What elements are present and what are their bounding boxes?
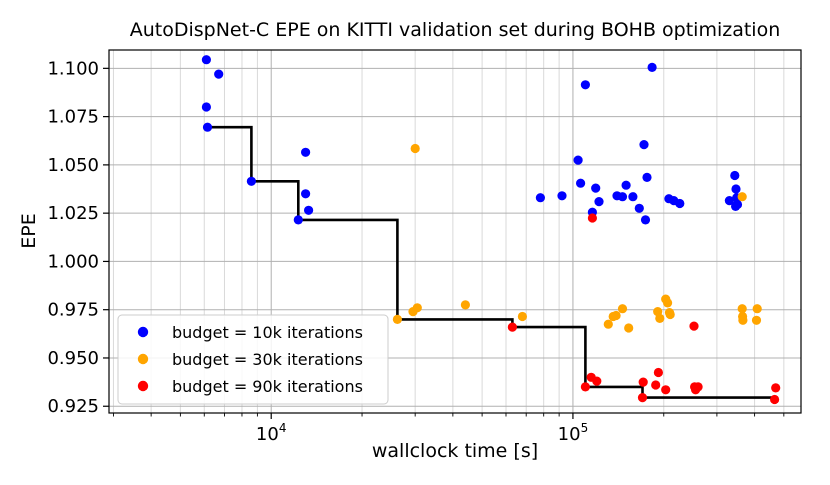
data-point [304, 205, 314, 215]
data-point [573, 155, 583, 165]
data-point [737, 192, 747, 202]
data-point [535, 193, 546, 203]
data-point [737, 304, 747, 314]
data-point [202, 122, 213, 132]
data-point [675, 198, 685, 209]
data-point [611, 310, 621, 321]
y-tick-label: 0.925 [47, 396, 99, 417]
data-point [770, 394, 780, 405]
legend-label: budget = 90k iterations [172, 377, 363, 396]
legend-marker [137, 326, 149, 338]
plot-frame [108, 49, 802, 414]
data-point [301, 147, 311, 157]
data-point [640, 215, 651, 225]
grid [109, 50, 801, 413]
legend-label: budget = 10k iterations [172, 323, 363, 342]
x-tick-exponent: 4 [279, 421, 287, 435]
data-point [214, 69, 224, 79]
y-tick-label: 0.950 [47, 348, 99, 369]
x-axis: 104 105 [112, 413, 785, 445]
data-point [517, 311, 528, 322]
x-tick-label: 104 [256, 421, 287, 445]
data-point [617, 192, 628, 202]
data-point [576, 178, 586, 188]
x-tick-exponent: 5 [581, 421, 589, 435]
data-point [557, 191, 567, 201]
data-point [637, 393, 648, 403]
chart-title: AutoDispNet-C EPE on KITTI validation se… [130, 19, 781, 41]
data-point [624, 323, 634, 333]
y-tick-label: 1.100 [47, 58, 99, 79]
data-point [507, 322, 517, 332]
data-point [647, 62, 657, 72]
data-point [638, 377, 648, 387]
data-point [738, 315, 748, 325]
y-tick-label: 1.050 [47, 155, 99, 176]
data-point [639, 140, 649, 150]
x-tick-base: 10 [558, 424, 581, 445]
data-point [301, 189, 311, 199]
data-point [392, 314, 402, 324]
data-point [617, 304, 628, 314]
data-point [724, 196, 735, 206]
data-point [587, 213, 598, 223]
data-point [642, 172, 652, 182]
legend-marker [137, 353, 149, 365]
data-point [410, 143, 420, 154]
data-point [594, 197, 604, 207]
data-point [621, 180, 631, 190]
data-point [603, 319, 613, 329]
scatter-points [201, 55, 781, 405]
data-point [752, 304, 762, 314]
data-point [201, 55, 211, 65]
data-point [412, 303, 422, 313]
data-point [460, 300, 470, 310]
y-tick-label: 1.025 [47, 203, 99, 224]
x-tick-base: 10 [256, 424, 279, 445]
data-point [731, 201, 741, 211]
data-point [591, 183, 601, 193]
data-point [771, 383, 781, 393]
data-point [580, 80, 591, 90]
data-point [653, 367, 664, 378]
data-point [661, 385, 671, 395]
legend-marker [137, 380, 149, 392]
y-tick-label: 0.975 [47, 300, 99, 321]
data-point [293, 215, 303, 225]
y-tick-label: 1.075 [47, 107, 99, 128]
data-point [751, 315, 762, 325]
data-point [689, 321, 699, 331]
x-axis-label: wallclock time [s] [372, 440, 538, 462]
data-point [628, 192, 638, 202]
series-3 [507, 213, 781, 405]
data-point [663, 298, 673, 308]
data-point [592, 376, 602, 386]
data-point [731, 184, 741, 194]
legend-label: budget = 30k iterations [172, 350, 363, 369]
x-tick-label: 105 [558, 421, 589, 445]
y-axis: 0.925 0.950 0.975 1.000 1.025 1.050 1.075 1.100 [47, 58, 109, 417]
data-point [651, 380, 661, 390]
data-point [691, 385, 701, 395]
data-point [634, 203, 644, 213]
y-axis-label: EPE [18, 213, 40, 248]
data-point [201, 102, 211, 112]
data-point [580, 382, 591, 392]
legend: budget = 10k iterations budget = 30k iter… [117, 314, 389, 405]
series-2 [392, 143, 762, 333]
data-point [246, 176, 256, 186]
y-tick-label: 1.000 [47, 251, 99, 272]
data-point [730, 170, 740, 181]
data-point [665, 309, 675, 320]
data-point [655, 313, 665, 323]
series-1 [201, 55, 743, 225]
legend-box [117, 314, 389, 405]
